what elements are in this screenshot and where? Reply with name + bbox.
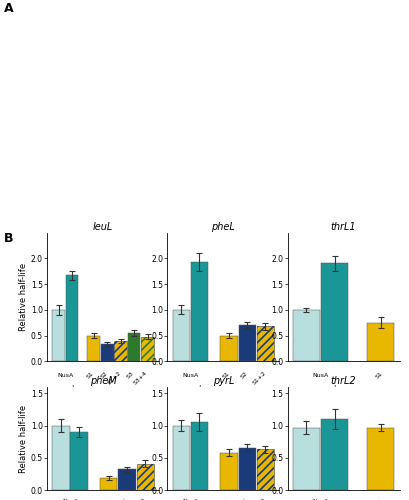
Text: S1: S1 — [101, 497, 110, 500]
Bar — [238, 325, 255, 361]
Text: S1+2: S1+2 — [131, 497, 146, 500]
Text: +: + — [69, 384, 75, 394]
Text: S3+4: S3+4 — [133, 370, 148, 386]
Bar — [141, 336, 153, 361]
Bar — [114, 340, 127, 361]
Title: thrL2: thrL2 — [330, 376, 355, 386]
Bar — [52, 426, 70, 490]
Title: pheL: pheL — [211, 222, 235, 232]
Bar — [190, 262, 208, 361]
Text: −: − — [302, 384, 309, 394]
Text: S1: S1 — [374, 370, 383, 380]
Text: S1+2: S1+2 — [251, 370, 267, 386]
Text: NusA: NusA — [182, 373, 198, 378]
Bar — [118, 470, 135, 490]
Text: S2: S2 — [239, 497, 248, 500]
Text: NusA: NusA — [57, 373, 73, 378]
Text: WT: WT — [185, 402, 195, 407]
Bar — [172, 310, 189, 361]
Bar — [256, 450, 274, 490]
Bar — [220, 452, 237, 490]
Text: WT: WT — [60, 402, 70, 407]
Text: +: + — [331, 384, 337, 394]
Text: B: B — [4, 232, 13, 245]
Bar — [366, 322, 393, 361]
Bar — [172, 426, 189, 490]
Text: A: A — [4, 2, 13, 16]
Bar — [141, 336, 153, 361]
Bar — [127, 333, 140, 361]
Bar — [321, 419, 348, 490]
Bar — [256, 326, 274, 361]
Bar — [292, 310, 319, 361]
Bar — [100, 478, 117, 490]
Text: S1: S1 — [374, 497, 383, 500]
Text: S1+2: S1+2 — [251, 497, 267, 500]
Text: +: + — [196, 384, 202, 394]
Bar — [366, 428, 393, 490]
Title: pyrL: pyrL — [212, 376, 234, 386]
Bar — [190, 422, 208, 490]
Bar — [101, 344, 113, 361]
Bar — [114, 340, 127, 361]
Y-axis label: Relative half-life: Relative half-life — [19, 263, 28, 331]
Text: S1: S1 — [86, 370, 95, 380]
Title: pheM: pheM — [90, 376, 116, 386]
Bar — [256, 450, 274, 490]
Text: S2: S2 — [239, 370, 248, 380]
Text: −: − — [178, 384, 184, 394]
Bar — [65, 275, 78, 361]
Title: leuL: leuL — [93, 222, 113, 232]
Bar — [52, 310, 65, 361]
Y-axis label: Relative half-life: Relative half-life — [19, 404, 28, 472]
Title: thrL1: thrL1 — [330, 222, 355, 232]
Text: S2: S2 — [99, 370, 108, 380]
Bar — [292, 428, 319, 490]
Text: S2: S2 — [119, 497, 128, 500]
Bar — [87, 336, 100, 361]
Text: S1: S1 — [221, 497, 230, 500]
Bar — [238, 448, 255, 490]
Bar — [256, 326, 274, 361]
Text: −: − — [55, 384, 62, 394]
Text: S3: S3 — [126, 370, 135, 380]
Text: NusA: NusA — [312, 373, 328, 378]
Bar — [321, 264, 348, 361]
Text: WT: WT — [315, 402, 325, 407]
Bar — [136, 464, 153, 490]
Bar — [136, 464, 153, 490]
Text: S1+2: S1+2 — [106, 370, 121, 386]
Text: S1: S1 — [221, 370, 230, 380]
Bar — [220, 336, 237, 361]
Bar — [70, 432, 88, 490]
